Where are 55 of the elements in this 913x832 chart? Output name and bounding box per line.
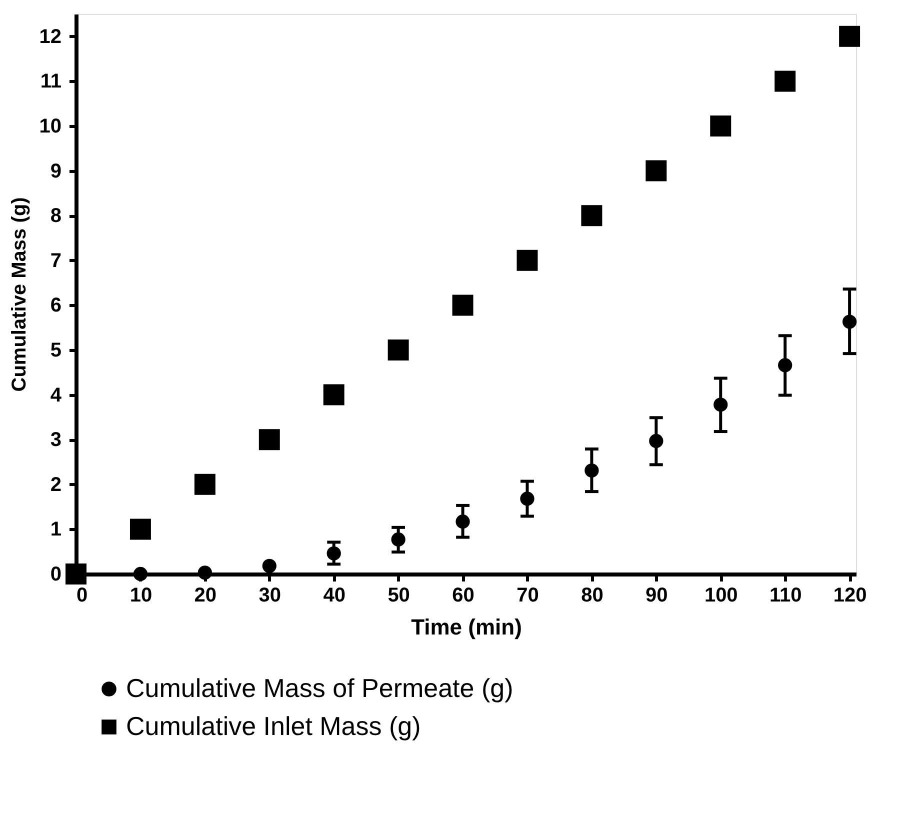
y-tick-label: 8 [50,205,62,228]
x-tick-label: 100 [704,584,738,606]
point [646,160,667,182]
point [130,518,151,540]
point [194,474,216,495]
x-tick-label: 60 [452,584,474,606]
y-tick-label: 9 [50,160,62,182]
y-tick-label: 1 [50,518,62,541]
x-tick-label: 0 [76,584,88,606]
x-tick-label: 10 [130,584,152,606]
point [388,340,409,360]
y-tick-label: 3 [50,429,62,452]
x-tick-label: 110 [769,584,802,606]
x-axis-title: Time (min) [411,614,522,640]
point [714,398,728,412]
point [391,532,406,547]
x-tick-label: 70 [516,584,539,606]
point [323,384,344,406]
point [516,250,538,271]
point [262,558,276,573]
x-tick-label: 30 [258,584,282,606]
x-tick-label: 20 [194,584,217,606]
point [456,514,470,529]
x-tick-label: 120 [833,584,867,606]
point [520,492,534,506]
point [133,566,148,582]
y-tick-label: 7 [50,250,62,272]
point [584,463,599,478]
y-tick-label: 6 [50,294,62,317]
y-tick-label: 10 [39,116,62,138]
point [842,314,857,329]
y-tick-label: 0 [50,564,62,586]
y-axis-title: Cumulative Mass (g) [8,197,30,392]
y-tick-label: 5 [50,340,62,362]
legend-label: Cumulative Inlet Mass (g) [126,711,421,741]
point [66,564,86,584]
y-tick-label: 2 [50,474,62,496]
point [839,26,860,47]
legend-label: Cumulative Mass of Permeate (g) [126,673,514,703]
y-tick-label: 12 [39,26,62,48]
point [778,358,792,372]
point [710,116,732,136]
x-tick-label: 80 [581,584,604,606]
y-tick-label: 4 [50,384,62,406]
point [581,205,602,226]
x-tick-label: 50 [388,584,410,606]
x-tick-label: 40 [323,584,346,606]
point [774,70,796,92]
point [258,429,280,450]
point [198,566,212,580]
point [326,546,341,560]
point [649,434,664,448]
point [452,294,474,316]
y-tick-label: 11 [40,70,62,93]
x-tick-label: 90 [646,584,668,606]
